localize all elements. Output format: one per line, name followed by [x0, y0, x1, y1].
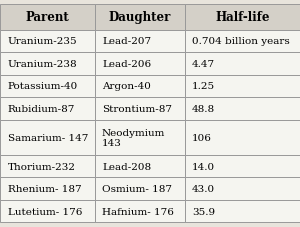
Text: Uranium-235: Uranium-235 [8, 37, 77, 46]
Bar [0, 53, 94, 75]
Bar [0, 75, 94, 98]
Bar [184, 30, 300, 53]
Bar [184, 200, 300, 222]
Text: Lutetium- 176: Lutetium- 176 [8, 207, 82, 216]
Bar [0, 5, 94, 30]
Text: 14.0: 14.0 [192, 162, 215, 171]
Bar [184, 75, 300, 98]
Text: Samarium- 147: Samarium- 147 [8, 133, 88, 142]
Text: Uranium-238: Uranium-238 [8, 60, 77, 69]
Bar [94, 53, 184, 75]
Bar [184, 120, 300, 155]
Text: 4.47: 4.47 [192, 60, 215, 69]
Text: Daughter: Daughter [108, 11, 171, 24]
Bar [184, 53, 300, 75]
Bar [0, 200, 94, 222]
Bar [0, 155, 94, 178]
Text: Argon-40: Argon-40 [102, 82, 151, 91]
Bar [94, 75, 184, 98]
Text: Thorium-232: Thorium-232 [8, 162, 76, 171]
Text: Parent: Parent [26, 11, 69, 24]
Bar [0, 98, 94, 120]
Text: 43.0: 43.0 [192, 184, 215, 193]
Bar [94, 30, 184, 53]
Text: Lead-206: Lead-206 [102, 60, 151, 69]
Text: Rubidium-87: Rubidium-87 [8, 104, 75, 114]
Bar [94, 98, 184, 120]
Text: 35.9: 35.9 [192, 207, 215, 216]
Text: 0.704 billion years: 0.704 billion years [192, 37, 290, 46]
Bar [94, 155, 184, 178]
Bar [94, 120, 184, 155]
Bar [184, 178, 300, 200]
Text: 48.8: 48.8 [192, 104, 215, 114]
Bar [0, 178, 94, 200]
Text: Strontium-87: Strontium-87 [102, 104, 172, 114]
Text: Lead-207: Lead-207 [102, 37, 151, 46]
Text: Neodymium
143: Neodymium 143 [102, 128, 165, 147]
Bar [94, 178, 184, 200]
Bar [0, 120, 94, 155]
Text: Rhenium- 187: Rhenium- 187 [8, 184, 81, 193]
Bar [184, 98, 300, 120]
Text: Hafnium- 176: Hafnium- 176 [102, 207, 174, 216]
Text: Potassium-40: Potassium-40 [8, 82, 78, 91]
Text: 1.25: 1.25 [192, 82, 215, 91]
Text: Lead-208: Lead-208 [102, 162, 151, 171]
Text: Osmium- 187: Osmium- 187 [102, 184, 172, 193]
Text: Half-life: Half-life [215, 11, 269, 24]
Bar [184, 155, 300, 178]
Bar [94, 200, 184, 222]
Text: 106: 106 [192, 133, 212, 142]
Bar [94, 5, 184, 30]
Bar [184, 5, 300, 30]
Bar [0, 30, 94, 53]
